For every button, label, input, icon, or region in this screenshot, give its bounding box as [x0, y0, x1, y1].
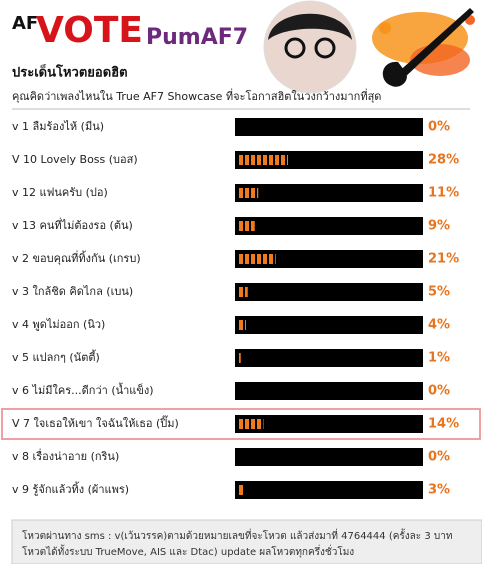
- logo-name: PumAF7: [146, 25, 248, 50]
- bar-track: [235, 349, 423, 367]
- bar-track: [235, 118, 423, 136]
- photo-glasses: [314, 37, 336, 59]
- bar-track: [235, 217, 423, 235]
- option-label: v 1 ลืมร้องไห้ (มีน): [12, 120, 104, 133]
- option-label: v 2 ขอบคุณที่ทิ้งกัน (เกรบ): [12, 250, 141, 265]
- bar-track: [235, 448, 423, 466]
- bar: [239, 155, 288, 165]
- percent-label: 9%: [428, 219, 450, 234]
- percent-label: 3%: [428, 483, 450, 498]
- bar-track: [235, 283, 423, 301]
- option-label: v 5 แปลกๆ (นัตตี้): [12, 349, 100, 364]
- photo-glasses: [284, 37, 306, 59]
- bar: [239, 485, 245, 495]
- photo-hair: [268, 13, 352, 40]
- footer-box: [11, 519, 482, 564]
- bar: [239, 287, 248, 297]
- bar: [239, 320, 246, 330]
- option-label: v 12 แฟนครับ (ปอ): [12, 186, 108, 199]
- option-label: v 3 ใกล้ชิด คิดไกล (เบน): [12, 285, 133, 298]
- bar-track: [235, 184, 423, 202]
- option-label: v 4 พูดไม่ออก (นิว): [12, 318, 105, 331]
- percent-label: 4%: [428, 318, 450, 333]
- bar-track: [235, 481, 423, 499]
- percent-label: 0%: [428, 120, 450, 135]
- poll-title: ประเด็นโหวตยอดฮิต: [12, 63, 128, 81]
- logo-af: AF: [12, 13, 38, 34]
- logo-vote: VOTE: [36, 10, 143, 51]
- bar: [239, 188, 259, 198]
- option-label: v 6 ไม่มีใคร...ดีกว่า (น้ำแข็ง): [12, 382, 154, 397]
- percent-label: 5%: [428, 285, 450, 300]
- bar: [239, 221, 255, 231]
- footer-text: โหวตผ่านทาง sms : v(เว้นวรรค)ตามด้วยหมาย…: [22, 528, 452, 542]
- bar-track: [235, 250, 423, 268]
- bar: [239, 254, 276, 264]
- percent-label: 1%: [428, 351, 450, 366]
- footer-text: โหวตได้ทั้งระบบ TrueMove, AIS และ Dtac) …: [22, 544, 354, 558]
- percent-label: 11%: [428, 186, 459, 201]
- bar-track: [235, 382, 423, 400]
- poll-rows: v 1 ลืมร้องไห้ (มีน) 0% V 10 Lovely Boss (…: [1, 118, 481, 499]
- percent-label: 0%: [428, 384, 450, 399]
- bar-track: [235, 316, 423, 334]
- percent-label: 21%: [428, 252, 459, 267]
- highlight: [1, 408, 481, 440]
- option-label: V 7 ใจเธอให้เขา ใจฉันให้เธอ (ปิ๊ม): [12, 415, 179, 430]
- bar-track: [235, 415, 423, 433]
- bar: [239, 353, 241, 363]
- footer: โหวตผ่านทาง sms : v(เว้นวรรค)ตามด้วยหมาย…: [22, 528, 452, 558]
- percent-label: 0%: [428, 450, 450, 465]
- percent-label: 14%: [428, 417, 459, 432]
- bar: [239, 419, 264, 429]
- option-label: v 8 เรื่องน่าอาย (กริน): [12, 448, 119, 463]
- option-label: v 9 รู้จักแล้วทิ้ง (ผ้าแพร): [12, 481, 129, 496]
- option-label: v 13 คนที่ไม่ต้องรอ (ต้น): [12, 217, 133, 232]
- percent-label: 28%: [428, 153, 459, 168]
- option-label: V 10 Lovely Boss (บอส): [12, 153, 138, 166]
- guitar-art: [372, 8, 475, 87]
- poll-question: คุณคิดว่าเพลงไหนใน True AF7 Showcase ที่…: [12, 88, 381, 103]
